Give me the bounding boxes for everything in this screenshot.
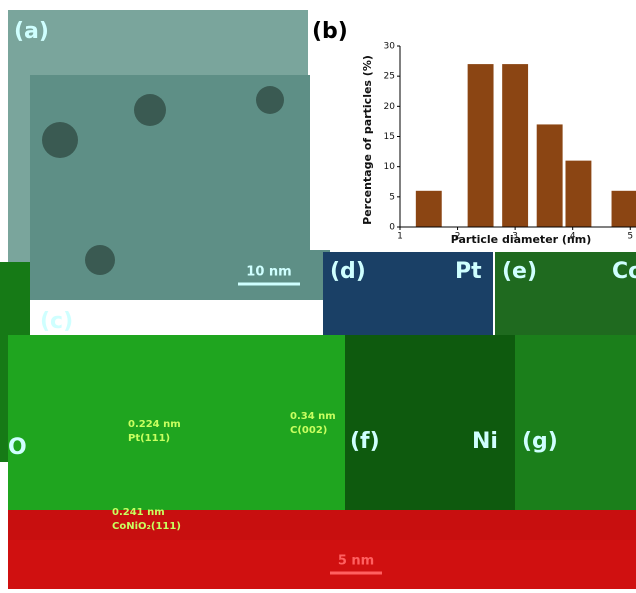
x-tick-label: 1 — [397, 232, 403, 242]
o-map — [515, 335, 636, 510]
element-label: Ni — [472, 429, 498, 454]
y-tick-label: 20 — [384, 102, 396, 112]
panel-label: (e) — [502, 259, 537, 284]
panel-label: (a) — [14, 19, 49, 44]
lattice-plane: Pt(111) — [128, 433, 170, 444]
bar — [612, 191, 636, 227]
lattice-plane: CoNiO₂(111) — [112, 521, 181, 532]
lattice-spacing: 0.241 nm — [112, 507, 165, 518]
y-tick-label: 0 — [389, 223, 395, 233]
bar — [537, 124, 563, 227]
y-tick-label: 25 — [384, 72, 395, 82]
particle — [256, 86, 284, 114]
x-tick-label: 5 — [627, 232, 633, 242]
particle — [85, 245, 115, 275]
panel-label: (c) — [40, 309, 73, 334]
scale-label: 5 nm — [338, 554, 374, 569]
bar — [468, 64, 494, 227]
particle — [42, 122, 78, 158]
y-tick-label: 5 — [389, 192, 395, 202]
panel-label: (b) — [312, 19, 348, 44]
element-label: O — [8, 435, 27, 460]
red-map — [8, 540, 636, 589]
panel-label: (f) — [350, 429, 380, 454]
bar — [416, 191, 442, 227]
lattice-plane: C(002) — [290, 425, 327, 436]
element-label: Pt — [455, 259, 482, 284]
x-tick-label: 3 — [512, 232, 518, 242]
lattice-spacing: 0.34 nm — [290, 411, 336, 422]
y-axis-label: Percentage of particles (%) — [361, 55, 374, 225]
figure: (a) (b) (c) (d) (e) (f) (g) Pt Co Ni O 1… — [0, 0, 636, 589]
panel-label: (d) — [330, 259, 366, 284]
element-label: Co — [612, 259, 636, 284]
x-tick-label: 2 — [455, 232, 461, 242]
lattice-spacing: 0.224 nm — [128, 419, 181, 430]
y-tick-label: 10 — [384, 162, 396, 172]
bar — [502, 64, 528, 227]
y-tick-label: 15 — [384, 132, 395, 142]
panel-label: (g) — [522, 429, 558, 454]
particle — [134, 94, 166, 126]
x-tick-label: 4 — [570, 232, 576, 242]
y-tick-label: 30 — [384, 42, 396, 52]
ni-map — [345, 335, 515, 510]
bar — [565, 161, 591, 227]
scale-label: 10 nm — [246, 265, 291, 280]
